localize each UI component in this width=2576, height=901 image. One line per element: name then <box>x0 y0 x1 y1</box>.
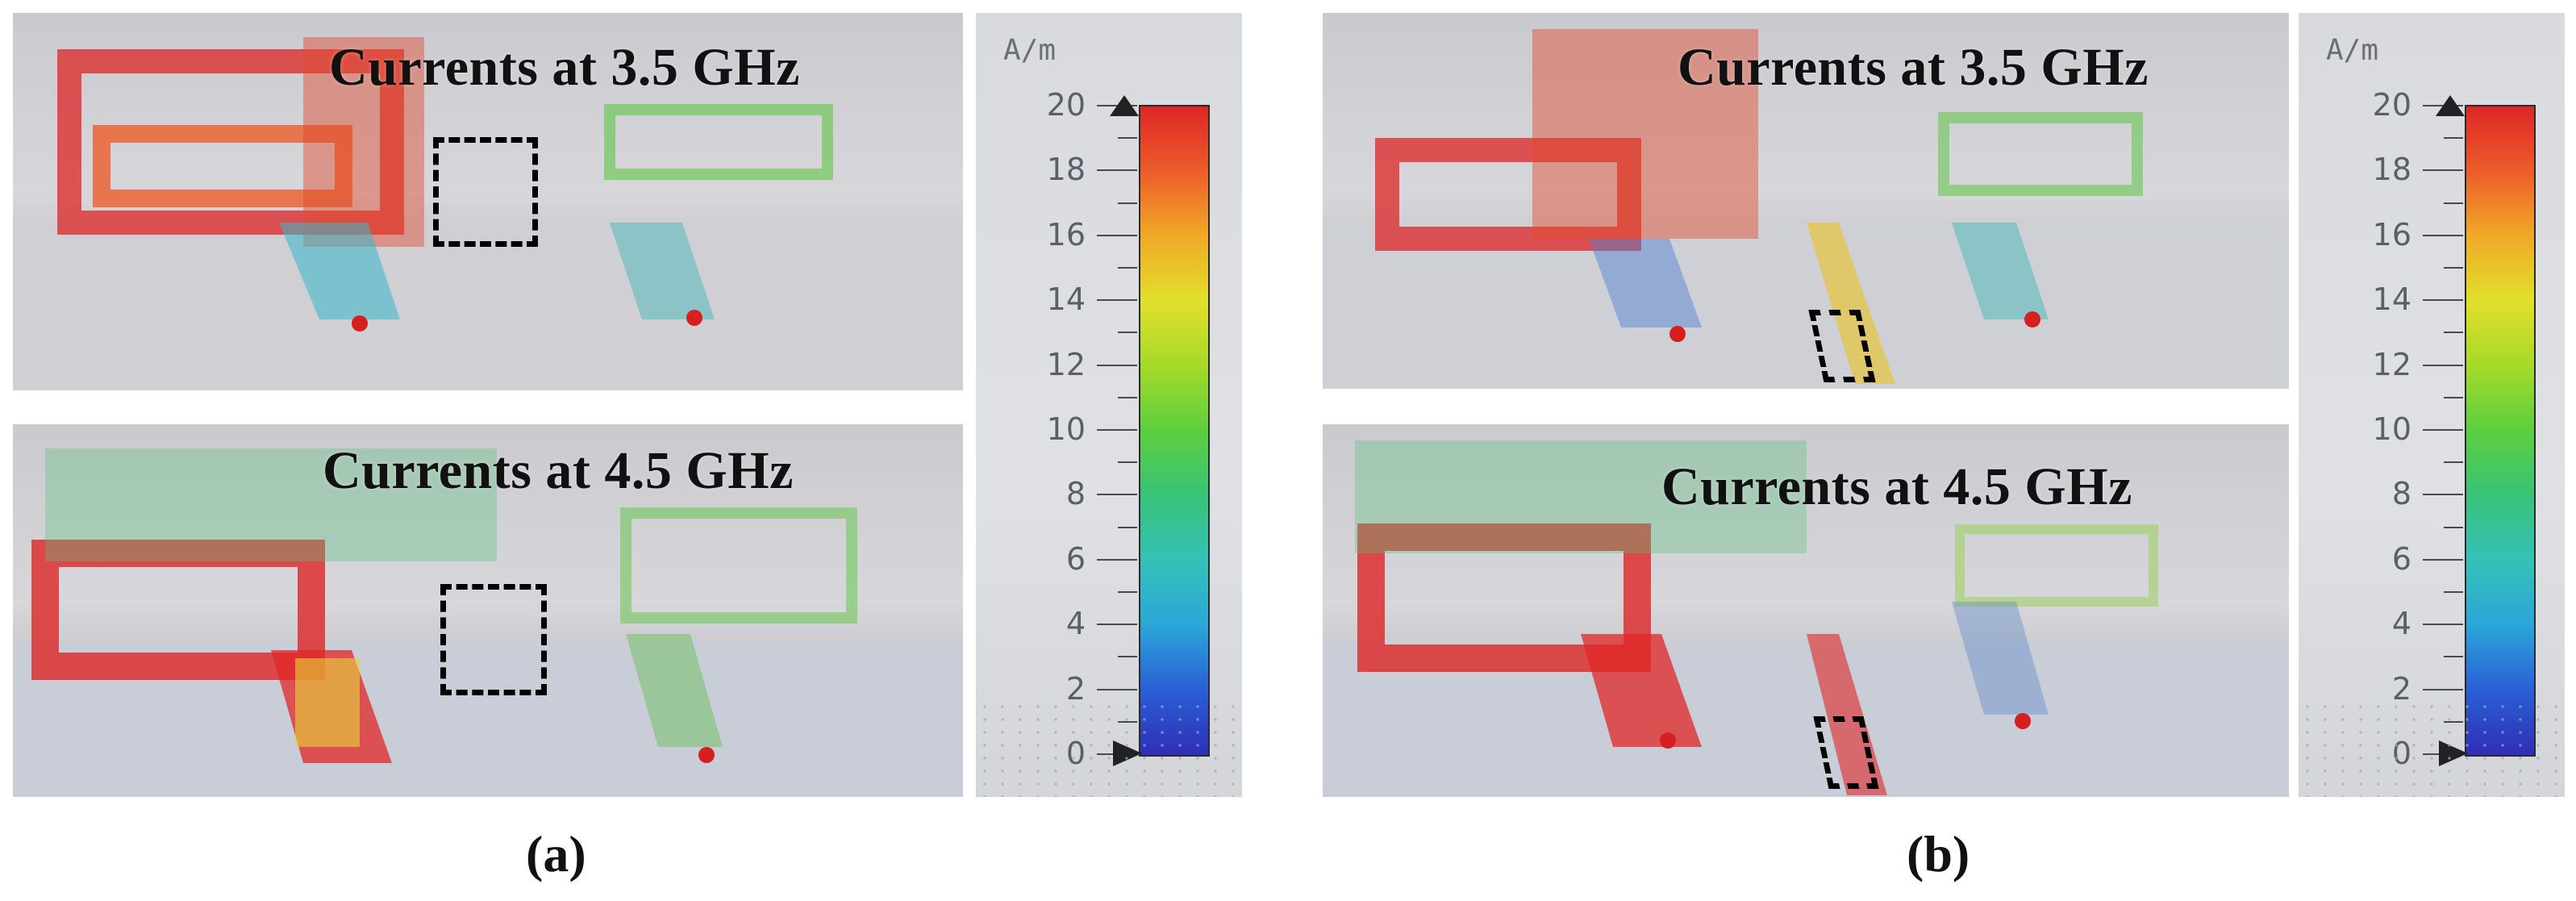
colorbar-unit: A/m <box>2326 34 2379 67</box>
colorbar-tick-mark <box>1097 364 1137 366</box>
colorbar-tick-label: 16 <box>2372 216 2411 252</box>
colorbar-minor-tick <box>2444 526 2463 528</box>
colorbar-minor-tick <box>2444 396 2463 398</box>
colorbar-minor-tick <box>1118 526 1137 528</box>
current-field-plot <box>1323 440 2289 797</box>
colorbar-tick-mark <box>2423 234 2463 236</box>
colorbar-tick-label: 8 <box>2391 476 2411 512</box>
colorbar-minor-tick <box>1118 267 1137 269</box>
colorbar-tick-mark <box>1097 558 1137 561</box>
colorbar-tick-mark <box>1097 494 1137 496</box>
current-field-plot <box>13 37 963 390</box>
colorbar-tick-mark <box>2423 429 2463 431</box>
colorbar-tick-label: 2 <box>2391 670 2411 707</box>
colorbar-tick-label: 12 <box>2372 346 2411 382</box>
colorbar-tick-label: 12 <box>1046 346 1086 382</box>
colorbar-minor-tick <box>2444 332 2463 334</box>
colorbar-tick-mark <box>1097 429 1137 431</box>
colorbar-minor-tick <box>1118 591 1137 593</box>
colorbar-tick-label: 14 <box>2372 282 2411 318</box>
colorbar-tick-label: 20 <box>1046 87 1086 123</box>
ground-pattern <box>976 700 1242 797</box>
colorbar-tick-label: 4 <box>2391 606 2411 642</box>
colorbar-minor-tick <box>2444 656 2463 658</box>
current-panel-b-3.5ghz: Currents at 3.5 GHz <box>1323 13 2289 389</box>
dashed-highlight-box <box>433 137 538 247</box>
colorbar-tick-mark <box>1097 169 1137 172</box>
colorbar-tick-mark <box>2423 169 2463 172</box>
panel-title: Currents at 4.5 GHz <box>1661 457 2132 516</box>
colorbar-minor-tick <box>1118 332 1137 334</box>
ground-pattern <box>2299 700 2565 797</box>
colorbar-minor-tick <box>2444 267 2463 269</box>
colorbar-tick-label: 2 <box>1065 670 1086 707</box>
colorbar-tick-mark <box>2423 624 2463 626</box>
colorbar-minor-tick <box>1118 396 1137 398</box>
colorbar-tick-label: 6 <box>1065 540 1086 577</box>
colorbar-tick-label: 16 <box>1046 216 1086 252</box>
current-field-plot <box>13 448 963 797</box>
colorbar-tick-mark <box>2423 299 2463 302</box>
current-field-plot <box>1323 29 2289 389</box>
panel-title: Currents at 3.5 GHz <box>1678 38 2149 97</box>
colorbar-minor-tick <box>2444 202 2463 204</box>
colorbar-legend-a: A/m 02468101214161820 <box>976 13 1242 797</box>
panel-title: Currents at 3.5 GHz <box>329 38 800 97</box>
current-panel-a-4.5ghz: Currents at 4.5 GHz <box>13 424 963 797</box>
colorbar-tick-label: 20 <box>2372 87 2411 123</box>
colorbar-unit: A/m <box>1003 34 1057 67</box>
colorbar-minor-tick <box>2444 591 2463 593</box>
colorbar-tick-mark <box>2423 364 2463 366</box>
colorbar-tick-mark <box>1097 299 1137 302</box>
colorbar-tick-label: 10 <box>1046 411 1086 447</box>
colorbar-tick-label: 10 <box>2372 411 2411 447</box>
colorbar-tick-mark <box>2423 688 2463 690</box>
caption-b: (b) <box>1907 825 1970 882</box>
colorbar-minor-tick <box>2444 137 2463 140</box>
current-panel-a-3.5ghz: Currents at 3.5 GHz <box>13 13 963 390</box>
colorbar-gradient <box>2465 105 2536 757</box>
colorbar-tick-label: 4 <box>1065 606 1086 642</box>
colorbar-minor-tick <box>1118 202 1137 204</box>
dashed-highlight-box <box>440 584 547 695</box>
colorbar-tick-mark <box>1097 688 1137 690</box>
colorbar-tick-label: 14 <box>1046 282 1086 318</box>
colorbar-tick-mark <box>1097 234 1137 236</box>
colorbar-tick-mark <box>2423 558 2463 561</box>
colorbar-tick-label: 18 <box>2372 152 2411 188</box>
colorbar-gradient <box>1139 105 1210 757</box>
panel-title: Currents at 4.5 GHz <box>323 441 794 500</box>
colorbar-legend-b: A/m 02468101214161820 <box>2299 13 2565 797</box>
colorbar-minor-tick <box>2444 461 2463 464</box>
caption-a: (a) <box>526 825 586 882</box>
max-arrow-icon <box>1110 95 1139 116</box>
colorbar-tick-label: 6 <box>2391 540 2411 577</box>
max-arrow-icon <box>2436 95 2465 116</box>
colorbar-minor-tick <box>1118 656 1137 658</box>
colorbar-minor-tick <box>1118 137 1137 140</box>
colorbar-minor-tick <box>1118 461 1137 464</box>
colorbar-tick-mark <box>1097 624 1137 626</box>
colorbar-tick-label: 18 <box>1046 152 1086 188</box>
colorbar-tick-label: 8 <box>1065 476 1086 512</box>
current-panel-b-4.5ghz: Currents at 4.5 GHz <box>1323 424 2289 797</box>
colorbar-tick-mark <box>2423 494 2463 496</box>
